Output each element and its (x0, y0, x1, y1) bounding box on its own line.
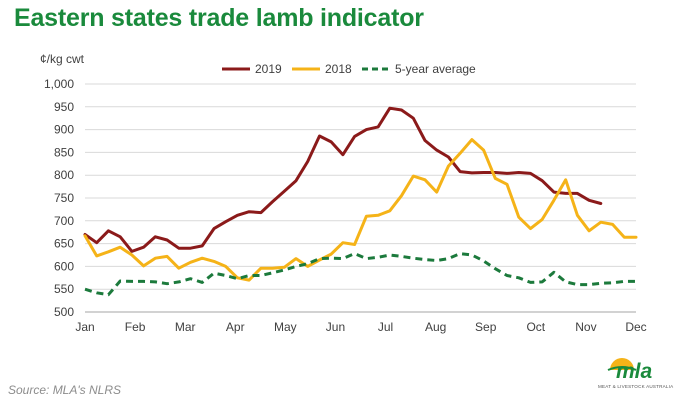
series-lines (83, 106, 638, 297)
x-tick-label: Dec (625, 320, 646, 334)
y-tick-label: 550 (54, 282, 74, 296)
legend-label: 2018 (325, 62, 352, 76)
x-tick-label: Mar (175, 320, 196, 334)
y-tick-label: 950 (54, 100, 74, 114)
series-line (84, 252, 636, 297)
y-axis-ticks: 500 550 600 650 700 750 800 850 900 950 1,000 (44, 77, 74, 319)
y-tick-label: 800 (54, 168, 74, 182)
legend: 2019 2018 5-year average (222, 62, 476, 76)
series-line (83, 106, 603, 253)
y-tick-label: 1,000 (44, 77, 74, 91)
series-line (83, 138, 638, 282)
y-tick-label: 500 (54, 305, 74, 319)
logo-wordmark: mla (616, 360, 653, 383)
x-tick-label: Jul (378, 320, 393, 334)
x-tick-label: Nov (575, 320, 596, 334)
y-tick-label: 750 (54, 191, 74, 205)
x-tick-label: Feb (125, 320, 146, 334)
y-tick-label: 700 (54, 214, 74, 228)
y-tick-label: 850 (54, 145, 74, 159)
x-axis: Jan Feb Mar Apr May Jun Jul Aug Sep Oct Nov Dec (75, 311, 647, 334)
y-axis-label: ¢/kg cwt (40, 52, 85, 66)
x-tick-label: Jun (326, 320, 345, 334)
x-tick-label: Apr (226, 320, 245, 334)
legend-label: 5-year average (395, 62, 476, 76)
x-tick-label: Sep (475, 320, 497, 334)
gridlines (85, 83, 636, 290)
legend-label: 2019 (255, 62, 282, 76)
y-tick-label: 900 (54, 123, 74, 137)
logo-tagline: MEAT & LIVESTOCK AUSTRALIA (598, 384, 674, 389)
x-tick-label: May (274, 320, 297, 334)
chart-title: Eastern states trade lamb indicator (14, 4, 424, 32)
y-tick-label: 650 (54, 237, 74, 251)
y-tick-label: 600 (54, 259, 74, 273)
source-note: Source: MLA's NLRS (8, 383, 121, 397)
mla-logo-icon (607, 358, 637, 371)
x-tick-label: Aug (425, 320, 446, 334)
x-tick-label: Oct (526, 320, 545, 334)
x-tick-label: Jan (75, 320, 94, 334)
